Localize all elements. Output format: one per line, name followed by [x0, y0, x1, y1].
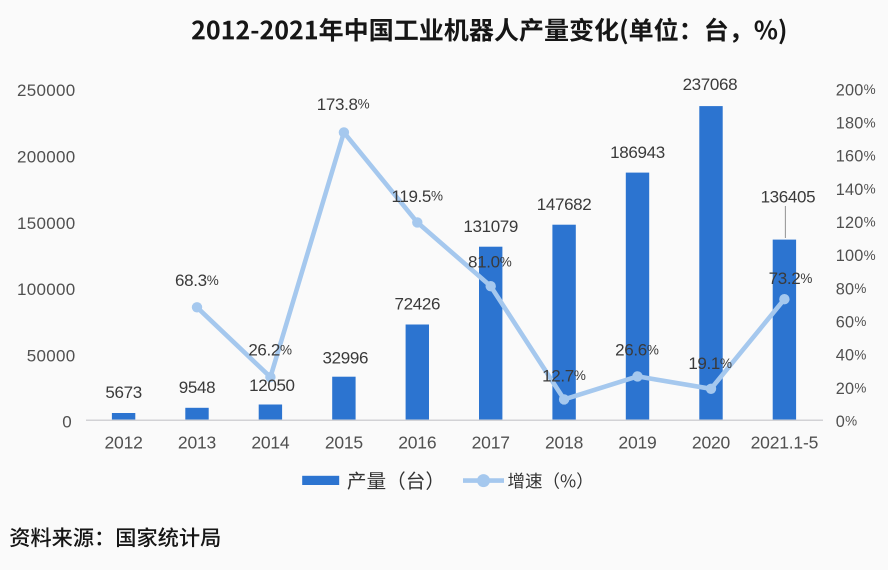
svg-text:2015: 2015	[325, 433, 363, 453]
svg-text:140%: 140%	[836, 181, 876, 199]
svg-text:131079: 131079	[463, 217, 518, 236]
svg-text:150000: 150000	[17, 214, 76, 233]
svg-text:200000: 200000	[17, 148, 76, 167]
svg-text:119.5%: 119.5%	[392, 187, 444, 206]
svg-text:60%: 60%	[836, 314, 867, 332]
svg-text:20%: 20%	[836, 380, 867, 398]
svg-text:9548: 9548	[179, 378, 215, 397]
svg-text:19.1%: 19.1%	[688, 354, 732, 373]
svg-text:2013: 2013	[178, 433, 216, 453]
svg-text:2017: 2017	[472, 433, 510, 453]
svg-text:0%: 0%	[836, 413, 857, 431]
svg-text:100000: 100000	[17, 280, 76, 299]
svg-text:160%: 160%	[836, 148, 876, 166]
svg-text:40%: 40%	[836, 347, 867, 365]
svg-text:2021.1-5: 2021.1-5	[751, 433, 819, 453]
svg-text:250000: 250000	[17, 81, 76, 100]
svg-text:2012: 2012	[105, 433, 143, 453]
svg-text:173.8%: 173.8%	[317, 95, 370, 114]
svg-text:2014: 2014	[251, 433, 290, 453]
svg-text:12050: 12050	[249, 376, 295, 395]
svg-text:2018: 2018	[545, 433, 583, 453]
svg-text:2016: 2016	[398, 433, 436, 453]
svg-text:0: 0	[62, 413, 72, 432]
svg-text:81.0%: 81.0%	[468, 253, 512, 272]
svg-text:73.2%: 73.2%	[769, 269, 813, 288]
svg-text:136405: 136405	[761, 187, 816, 206]
svg-text:68.3%: 68.3%	[175, 271, 219, 290]
svg-text:72426: 72426	[395, 295, 441, 314]
svg-text:5673: 5673	[105, 383, 141, 402]
svg-text:100%: 100%	[836, 247, 876, 265]
svg-text:237068: 237068	[683, 75, 738, 94]
svg-text:186943: 186943	[610, 143, 665, 162]
svg-text:2019: 2019	[618, 433, 656, 453]
svg-text:200%: 200%	[836, 81, 876, 99]
svg-text:120%: 120%	[836, 214, 876, 232]
svg-text:26.6%: 26.6%	[615, 341, 659, 360]
svg-text:12.7%: 12.7%	[542, 366, 586, 385]
svg-text:147682: 147682	[537, 195, 592, 214]
svg-text:50000: 50000	[27, 346, 76, 365]
svg-text:80%: 80%	[836, 280, 867, 298]
svg-text:26.2%: 26.2%	[248, 341, 292, 360]
svg-text:180%: 180%	[836, 115, 876, 133]
svg-text:32996: 32996	[323, 349, 369, 368]
svg-text:2020: 2020	[692, 433, 731, 453]
